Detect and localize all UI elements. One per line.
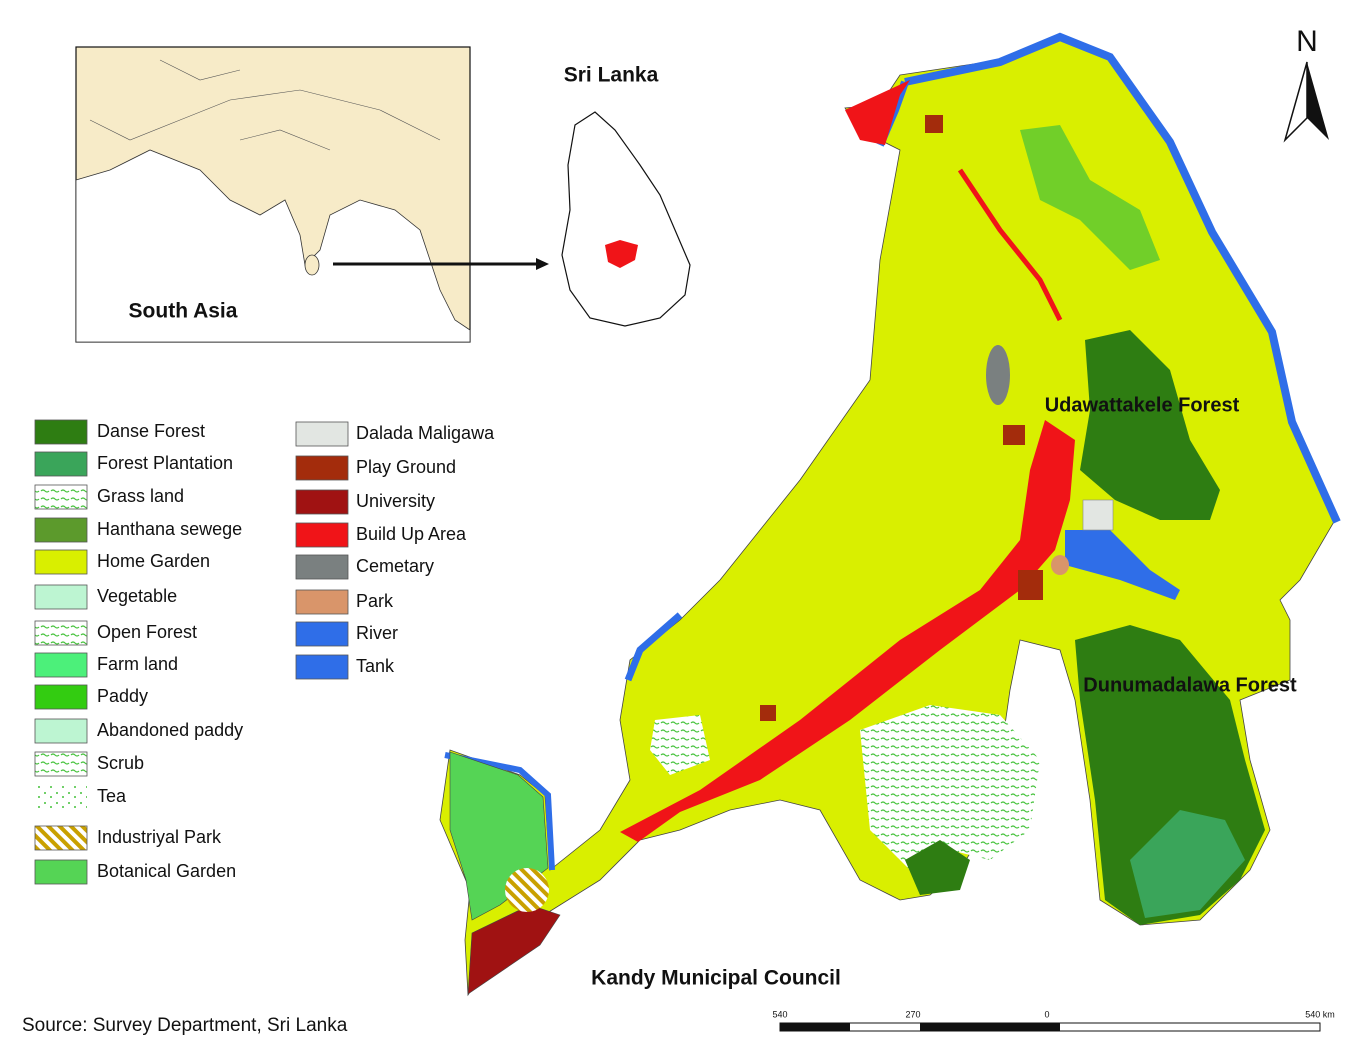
legend-swatch xyxy=(34,718,88,744)
legend-swatch xyxy=(34,517,88,543)
udawattakele-forest xyxy=(1080,330,1220,520)
legend-swatch xyxy=(295,621,349,647)
legend-label: University xyxy=(356,491,435,511)
legend-label: Grass land xyxy=(97,486,184,506)
scale-label: 270 xyxy=(905,1009,920,1019)
dalada-maligawa xyxy=(1082,499,1114,531)
legend-swatch xyxy=(34,652,88,678)
legend-label: Dalada Maligawa xyxy=(356,423,495,443)
legend-label: Build Up Area xyxy=(356,524,467,544)
legend-label: Open Forest xyxy=(97,622,197,642)
legend-label: Paddy xyxy=(97,686,148,706)
map-label: Udawattakele Forest xyxy=(1045,394,1240,416)
scrub-patch xyxy=(650,715,710,775)
legend-label: Home Garden xyxy=(97,551,210,571)
legend-swatch xyxy=(34,484,88,510)
legend-swatch xyxy=(34,825,88,851)
legend-label: Danse Forest xyxy=(97,421,205,441)
north-arrow-left xyxy=(1283,61,1308,143)
play-ground xyxy=(1003,425,1025,445)
legend-label: River xyxy=(356,623,398,643)
inset-region-label: South Asia xyxy=(129,300,238,323)
legend-swatch xyxy=(34,751,88,777)
inset-borders xyxy=(89,59,441,151)
legend-label: Play Ground xyxy=(356,457,456,477)
build-up-north xyxy=(845,80,910,145)
legend-swatch xyxy=(34,859,88,885)
legend-label: Cemetary xyxy=(356,556,434,576)
industrial-park xyxy=(505,868,549,912)
play-ground xyxy=(925,115,943,133)
sri-lanka-outline xyxy=(561,111,691,327)
legend-label: Tea xyxy=(97,786,127,806)
kandy-lake xyxy=(1065,530,1180,600)
play-ground xyxy=(760,705,776,721)
scale-bar-segment xyxy=(920,1023,1060,1031)
river-southwest xyxy=(444,752,555,871)
scale-label: 0 xyxy=(1044,1009,1049,1019)
legend: Danse Forest Forest Plantation Grass land H… xyxy=(34,419,495,885)
pointer-arrow-head xyxy=(536,258,549,270)
legend-swatch xyxy=(35,785,87,809)
legend-swatch xyxy=(34,584,88,610)
scale-bar-segment xyxy=(780,1023,850,1031)
legend-label: Vegetable xyxy=(97,586,177,606)
legend-swatch xyxy=(295,489,349,515)
legend-label: Botanical Garden xyxy=(97,861,236,881)
cemetery xyxy=(986,345,1010,405)
legend-label: Industriyal Park xyxy=(97,827,222,847)
scale-label: 540 km xyxy=(1305,1009,1335,1019)
legend-label: Tank xyxy=(356,656,395,676)
legend-swatch xyxy=(34,684,88,710)
north-label: N xyxy=(1296,25,1318,58)
play-ground xyxy=(1018,570,1043,600)
legend-label: Forest Plantation xyxy=(97,453,233,473)
legend-swatch xyxy=(34,451,88,477)
legend-label: Abandoned paddy xyxy=(97,720,243,740)
scale-label: 540 xyxy=(772,1009,787,1019)
river-west xyxy=(624,612,683,682)
legend-swatch xyxy=(295,589,349,615)
legend-label: Scrub xyxy=(97,753,144,773)
legend-swatch xyxy=(295,654,349,680)
legend-label: Farm land xyxy=(97,654,178,674)
grass-land xyxy=(860,705,1040,870)
map-label: Kandy Municipal Council xyxy=(591,967,841,990)
north-arrow-right xyxy=(1307,62,1329,140)
legend-swatch xyxy=(34,549,88,575)
legend-swatch xyxy=(34,620,88,646)
legend-label: Park xyxy=(356,591,394,611)
source-note: Source: Survey Department, Sri Lanka xyxy=(22,1015,348,1036)
park xyxy=(1051,555,1069,575)
inset-country-label: Sri Lanka xyxy=(564,64,659,87)
legend-label: Hanthana sewege xyxy=(97,519,242,539)
dense-forest-patch xyxy=(905,840,970,895)
legend-swatch xyxy=(295,455,349,481)
legend-swatch xyxy=(295,522,349,548)
kandy-location xyxy=(605,240,638,268)
legend-swatch xyxy=(34,419,88,445)
build-up-road xyxy=(957,168,1063,322)
paddy-area xyxy=(1020,125,1160,270)
inset-sri-lanka xyxy=(304,254,320,276)
map-label: Dunumadalawa Forest xyxy=(1083,674,1297,696)
river-mahaweli xyxy=(904,32,1341,524)
forest-plantation xyxy=(1130,810,1245,918)
legend-swatch xyxy=(295,554,349,580)
legend-swatch xyxy=(295,421,349,447)
inset-ocean xyxy=(75,149,471,343)
